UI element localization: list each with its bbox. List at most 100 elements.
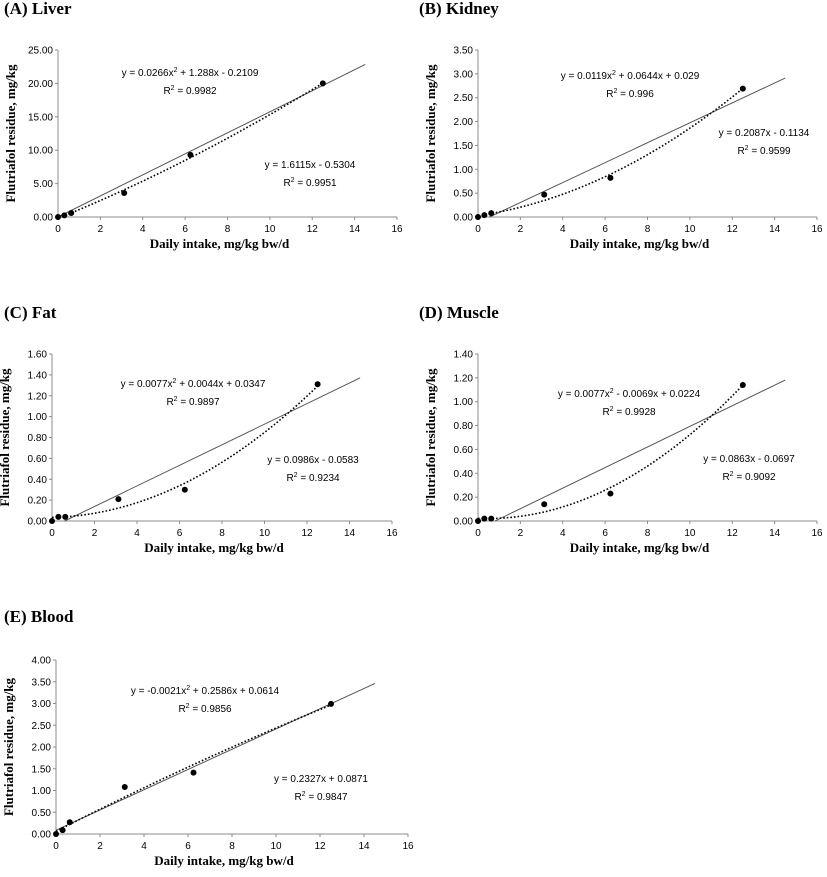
x-tick-label: 4	[560, 528, 566, 539]
x-tick-label: 12	[307, 224, 319, 235]
poly-r2-label: R2 = 0.9897	[166, 396, 220, 408]
y-tick-label: 1.50	[454, 141, 474, 152]
linear-r2-label: R2 = 0.9951	[283, 177, 337, 189]
x-tick-label: 10	[259, 528, 271, 539]
x-tick-label: 12	[727, 528, 739, 539]
poly-r2-label: R2 = 0.9856	[178, 703, 232, 715]
y-tick-label: 1.40	[28, 370, 48, 381]
poly-equation-label: y = 0.0119x2 + 0.0644x + 0.029	[561, 70, 700, 82]
y-tick-label: 0.50	[454, 189, 474, 200]
y-tick-label: 0.00	[454, 517, 474, 528]
data-point	[61, 212, 68, 219]
y-tick-label: 2.00	[454, 117, 474, 128]
poly-equation-label: y = -0.0021x2 + 0.2586x + 0.0614	[131, 685, 280, 697]
y-tick-label: 2.50	[454, 93, 474, 104]
chart-panel-muscle: (D) Muscle 0.00 0.20 0.40 0.60 0.80 1.00 1.20 1.…	[419, 303, 823, 555]
x-axis-title: Daily intake, mg/kg bw/d	[144, 540, 284, 555]
y-tick-label: 3.00	[32, 699, 52, 710]
y-tick-label: 0.40	[28, 475, 48, 486]
y-tick-label: 0.80	[454, 421, 474, 432]
x-tick-label: 8	[645, 528, 651, 539]
x-tick-label: 8	[645, 224, 651, 235]
linear-r2-label: R2 = 0.9599	[737, 145, 791, 157]
data-point	[541, 191, 548, 198]
y-tick-label: 0.50	[32, 808, 52, 819]
linear-equation-label: y = 0.2087x - 0.1134	[719, 128, 810, 139]
x-tick-label: 6	[185, 841, 191, 852]
y-tick-label: 0.60	[28, 454, 48, 465]
y-tick-label: 0.20	[28, 496, 48, 507]
linear-trendline	[489, 77, 786, 218]
y-tick-label: 4.00	[32, 656, 52, 667]
x-tick-label: 16	[811, 528, 823, 539]
x-tick-label: 6	[182, 224, 188, 235]
y-tick-label: 0.00	[34, 213, 54, 224]
y-tick-label: 3.50	[454, 46, 474, 57]
data-point	[59, 827, 66, 834]
panel-title: (C) Fat	[4, 303, 57, 322]
poly-r2-label: R2 = 0.996	[606, 88, 654, 100]
x-tick-label: 12	[314, 841, 326, 852]
y-tick-label: 1.50	[32, 764, 52, 775]
x-tick-label: 2	[92, 528, 98, 539]
y-tick-label: 0.00	[32, 830, 52, 841]
y-axis-title: Flutriafol residue, mg/kg	[3, 64, 18, 203]
poly-equation-label: y = 0.0077x2 - 0.0069x + 0.0224	[558, 388, 701, 400]
chart-panel-fat: (C) Fat 0.00 0.20 0.40 0.60 0.80 1.00 1.20 1.40 1…	[0, 303, 398, 555]
x-tick-label: 10	[270, 841, 282, 852]
polynomial-trendline	[51, 385, 319, 519]
x-tick-label: 16	[811, 224, 823, 235]
data-point	[319, 80, 326, 87]
x-axis-title: Daily intake, mg/kg bw/d	[150, 236, 290, 251]
panel-title: (E) Blood	[4, 607, 74, 626]
x-tick-label: 0	[53, 841, 59, 852]
poly-equation-label: y = 0.0266x2 + 1.288x - 0.2109	[122, 67, 259, 79]
data-point	[481, 212, 488, 219]
x-tick-label: 4	[141, 841, 147, 852]
x-tick-label: 14	[769, 224, 781, 235]
x-tick-label: 10	[264, 224, 276, 235]
x-tick-label: 14	[344, 528, 356, 539]
x-tick-label: 14	[769, 528, 781, 539]
x-tick-label: 2	[518, 528, 524, 539]
y-tick-label: 1.60	[28, 350, 48, 361]
x-tick-label: 12	[301, 528, 313, 539]
x-tick-label: 4	[134, 528, 140, 539]
x-tick-label: 2	[98, 224, 104, 235]
x-tick-label: 16	[391, 224, 403, 235]
y-tick-label: 2.50	[32, 721, 52, 732]
x-tick-label: 10	[684, 224, 696, 235]
y-axis-title: Flutriafol residue, mg/kg	[0, 368, 12, 507]
panel-title: (B) Kidney	[419, 0, 499, 18]
x-tick-label: 12	[727, 224, 739, 235]
y-tick-label: 0.00	[28, 517, 48, 528]
x-tick-label: 0	[55, 224, 61, 235]
x-tick-label: 0	[475, 224, 481, 235]
poly-equation-label: y = 0.0077x2 + 0.0044x + 0.0347	[121, 378, 266, 390]
chart-panel-blood: (E) Blood 0.00 0.50 1.00 1.50 2.00 2.50 3.00 3.5…	[1, 607, 414, 868]
y-tick-label: 1.20	[454, 373, 474, 384]
x-tick-label: 8	[229, 841, 235, 852]
data-point	[181, 486, 188, 493]
data-point	[49, 518, 55, 524]
data-point	[314, 381, 321, 388]
x-tick-label: 14	[358, 841, 370, 852]
linear-equation-label: y = 0.0986x - 0.0583	[267, 455, 359, 466]
x-tick-label: 4	[140, 224, 146, 235]
data-point	[190, 769, 197, 776]
chart-panel-liver: (A) Liver 0.00 5.00 10.00 15.00 20.00 25.00 0 2 4…	[3, 0, 403, 251]
x-tick-label: 16	[402, 841, 414, 852]
data-point	[187, 151, 194, 158]
linear-r2-label: R2 = 0.9847	[294, 791, 348, 803]
x-tick-label: 8	[219, 528, 225, 539]
data-point	[541, 501, 548, 508]
x-tick-label: 2	[97, 841, 103, 852]
data-point	[328, 700, 334, 707]
polynomial-trendline	[477, 384, 744, 520]
polynomial-trendline	[55, 704, 332, 833]
data-point	[739, 85, 746, 92]
data-point	[53, 831, 59, 837]
x-axis-title: Daily intake, mg/kg bw/d	[154, 853, 294, 868]
y-tick-label: 15.00	[28, 112, 53, 123]
